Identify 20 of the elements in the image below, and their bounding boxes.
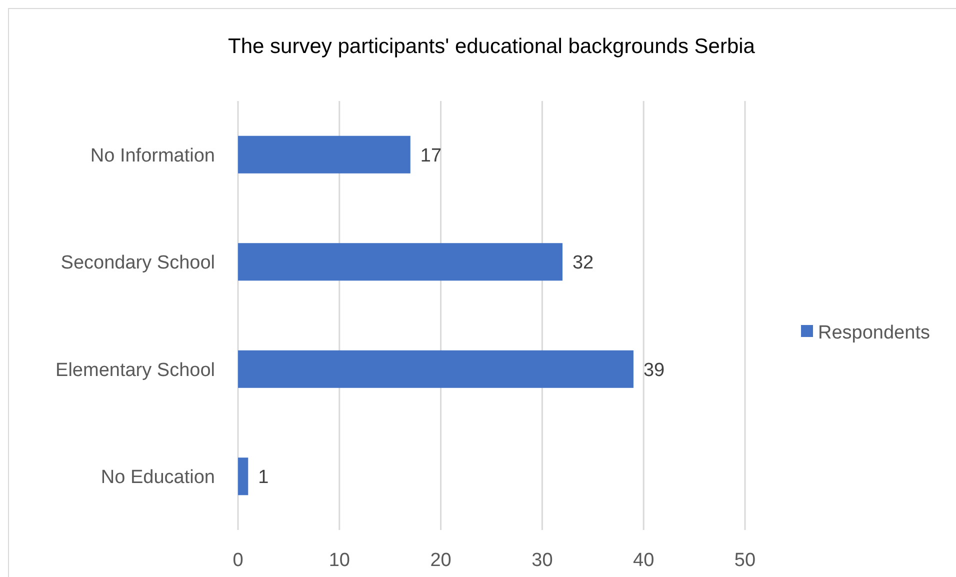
bar xyxy=(238,243,562,281)
x-tick-label: 30 xyxy=(532,550,553,571)
bar xyxy=(238,136,410,174)
chart-title: The survey participants' educational backgrounds Serbia xyxy=(228,35,756,58)
legend-label: Respondents xyxy=(818,322,930,344)
bar xyxy=(238,458,248,496)
x-tick-label: 10 xyxy=(328,550,350,571)
x-tick-label: 20 xyxy=(430,550,452,571)
data-label: 32 xyxy=(572,252,594,274)
x-tick-label: 0 xyxy=(232,550,244,571)
x-tick-label: 50 xyxy=(734,550,756,571)
data-label: 39 xyxy=(643,360,665,381)
bar xyxy=(238,350,634,388)
y-tick-label: Secondary School xyxy=(60,252,215,274)
y-tick-label: Elementary School xyxy=(56,360,215,381)
x-tick-label: 40 xyxy=(633,550,654,571)
data-label: 1 xyxy=(258,467,269,488)
y-tick-label: No Information xyxy=(90,145,215,166)
data-label: 17 xyxy=(420,145,442,166)
y-tick-label: No Education xyxy=(100,467,215,488)
